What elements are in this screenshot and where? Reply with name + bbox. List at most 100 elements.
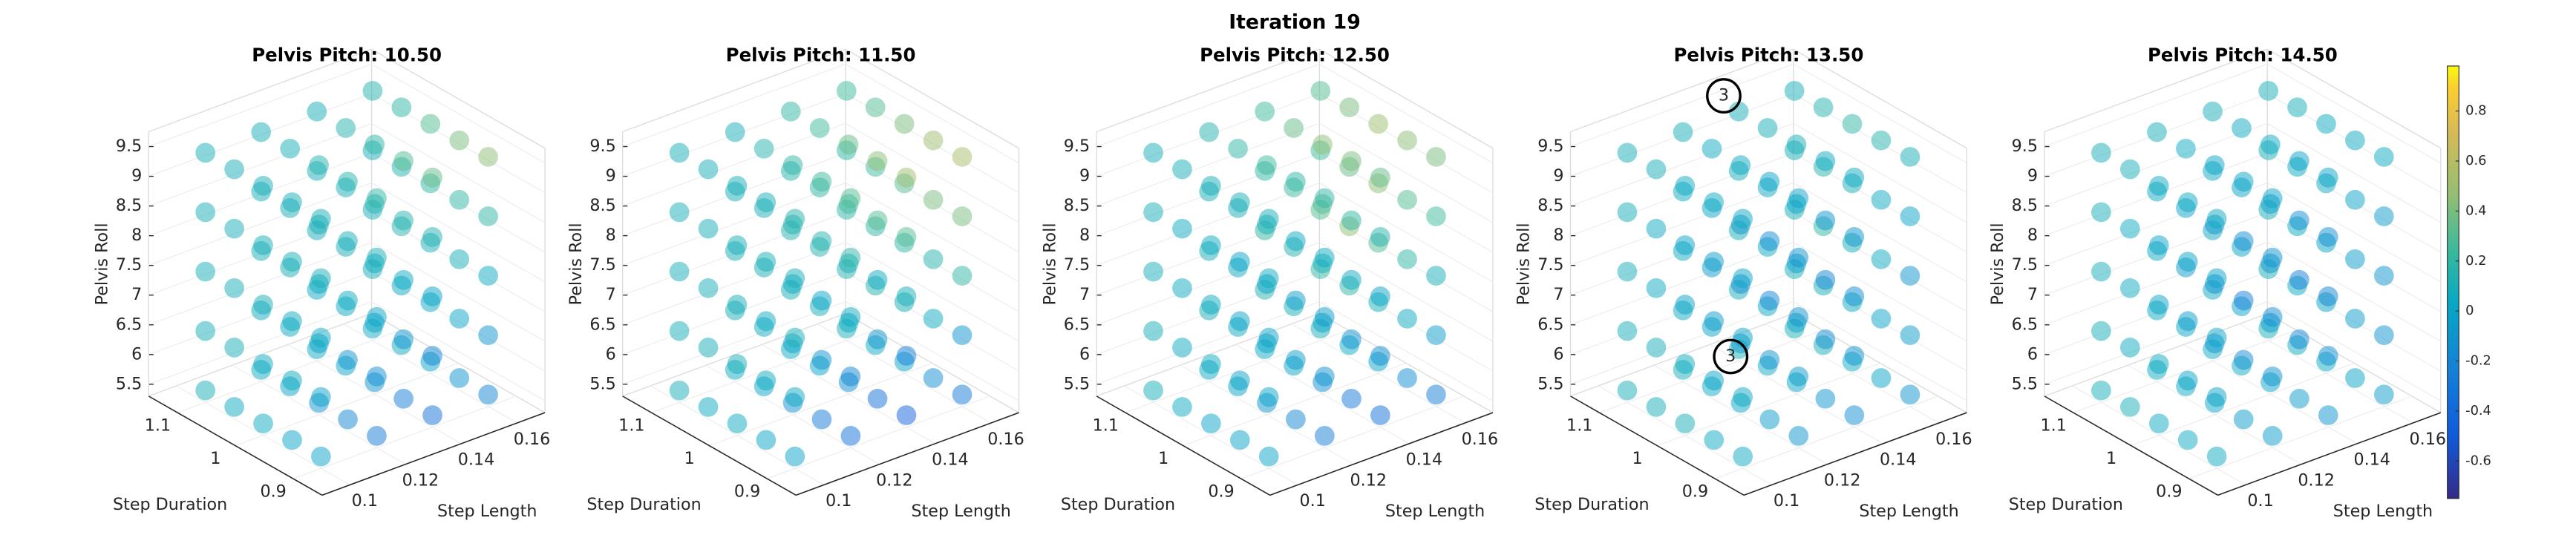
z-tick-label: 6 <box>2027 344 2038 364</box>
y-tick-label: 1 <box>2106 449 2116 468</box>
y-tick-label: 0.9 <box>1208 482 1234 501</box>
data-point <box>1815 388 1836 409</box>
data-point <box>2233 231 2254 252</box>
data-point <box>1426 147 1446 167</box>
z-tick-label: 7 <box>1079 285 1090 304</box>
data-point <box>224 338 244 358</box>
data-point <box>2177 370 2198 391</box>
grid-line <box>1096 63 1494 164</box>
z-tick-label: 7 <box>606 285 616 304</box>
z-tick-label: 6 <box>1553 344 1563 364</box>
data-point <box>449 130 470 151</box>
z-tick-label: 8 <box>1079 226 1090 245</box>
data-point <box>811 409 832 430</box>
data-point <box>224 397 244 417</box>
data-point <box>1871 309 1892 329</box>
data-point <box>1258 327 1279 348</box>
grid-line <box>1714 395 1938 479</box>
data-point <box>952 266 972 286</box>
data-point <box>2119 338 2140 358</box>
data-point <box>669 321 690 341</box>
subplot-title: Pelvis Pitch: 11.50 <box>726 45 916 66</box>
data-point <box>2233 290 2254 311</box>
data-point <box>1397 130 1417 151</box>
data-point <box>1370 346 1390 366</box>
y-tick-label: 0.9 <box>734 482 760 501</box>
z-tick-label: 7.5 <box>1537 255 1563 275</box>
y-axis-label: Step Duration <box>113 495 227 514</box>
data-point <box>785 209 805 229</box>
data-point <box>253 295 273 315</box>
data-point <box>2177 192 2198 212</box>
data-point <box>309 155 329 175</box>
data-point <box>1255 101 1275 122</box>
data-point <box>1788 306 1809 327</box>
data-point <box>338 290 358 311</box>
y-axis-label: Step Duration <box>1061 495 1175 514</box>
data-point <box>251 122 272 142</box>
z-tick-label: 6.5 <box>589 315 615 334</box>
x-tick-label: 0.16 <box>987 430 1024 449</box>
x-axis <box>1743 412 1967 496</box>
data-point <box>1229 252 1250 272</box>
data-point <box>365 134 385 155</box>
colorbar-tick-label: 0.2 <box>2465 253 2486 269</box>
data-point <box>840 188 861 209</box>
z-tick-label: 9.5 <box>589 137 615 156</box>
data-point <box>311 446 331 467</box>
data-point <box>2148 413 2169 434</box>
data-point <box>1704 311 1725 332</box>
data-point <box>1341 210 1361 231</box>
grid-line <box>1570 241 1967 342</box>
data-point <box>867 151 888 171</box>
data-point <box>336 118 356 138</box>
data-point <box>2091 202 2111 223</box>
z-axis-label: Pelvis Roll <box>92 223 111 305</box>
data-point <box>1617 202 1638 223</box>
x-tick-label: 0.14 <box>458 450 495 470</box>
grid-line <box>709 362 932 447</box>
data-point <box>253 176 273 196</box>
data-point <box>811 349 832 370</box>
data-point <box>1728 101 1749 122</box>
grid-line <box>148 63 546 164</box>
data-point <box>1730 155 1751 175</box>
data-point <box>2373 266 2394 286</box>
z-tick-label: 5.5 <box>2012 374 2038 393</box>
data-point <box>311 387 331 407</box>
z-tick-label: 8.5 <box>2012 196 2038 215</box>
data-point <box>2206 387 2227 407</box>
data-point <box>1172 278 1192 298</box>
z-tick-label: 5.5 <box>589 374 615 393</box>
data-point <box>2345 130 2365 151</box>
x-tick-label: 0.1 <box>826 491 851 511</box>
data-point <box>1900 384 1920 405</box>
data-point <box>811 231 832 252</box>
data-point <box>727 295 748 315</box>
data-point <box>2318 286 2338 306</box>
data-point <box>811 290 832 311</box>
data-point <box>367 366 387 387</box>
data-point <box>669 380 690 401</box>
grid-line <box>2044 301 2442 401</box>
subplot: 5.5 6 6.5 7 7.5 8 8.5 9 9.5 0.1 0.12 0.14 0.16 0.9 1 1.… <box>92 45 550 521</box>
z-tick-label: 7.5 <box>2012 255 2038 275</box>
subplot-title: Pelvis Pitch: 13.50 <box>1674 45 1864 66</box>
data-point <box>1426 266 1446 286</box>
data-point <box>1788 366 1809 387</box>
box-edge <box>622 48 846 133</box>
data-point <box>1788 247 1809 268</box>
data-point <box>1844 286 1865 306</box>
data-point <box>727 176 748 196</box>
z-tick-label: 6.5 <box>1537 315 1563 334</box>
data-point <box>1229 370 1250 391</box>
data-point <box>282 311 302 332</box>
data-point <box>2373 147 2394 167</box>
data-point <box>253 235 273 255</box>
data-point <box>1143 380 1163 401</box>
colorbar-tick-label: 0.4 <box>2465 203 2486 218</box>
data-point <box>952 325 972 346</box>
z-tick-label: 7 <box>131 285 142 304</box>
grid-line <box>622 63 1019 164</box>
data-point <box>2177 430 2198 450</box>
